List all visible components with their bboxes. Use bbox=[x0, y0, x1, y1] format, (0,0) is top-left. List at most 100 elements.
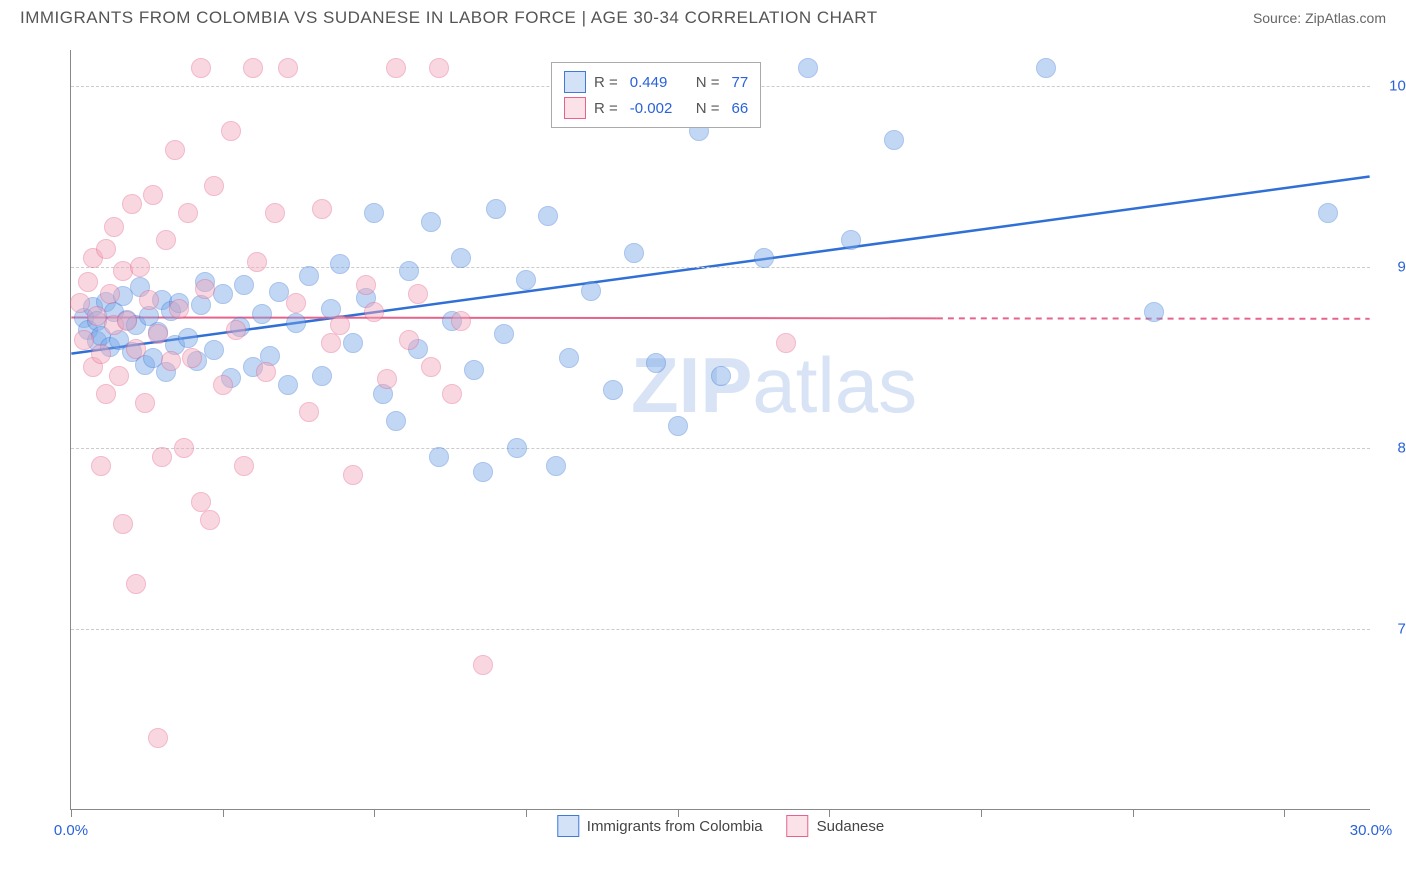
data-point bbox=[646, 353, 666, 373]
data-point bbox=[234, 456, 254, 476]
data-point bbox=[386, 58, 406, 78]
data-point bbox=[117, 311, 137, 331]
legend-n-value: 66 bbox=[732, 100, 749, 117]
grid-line bbox=[71, 448, 1370, 449]
chart-source: Source: ZipAtlas.com bbox=[1253, 10, 1386, 26]
data-point bbox=[148, 728, 168, 748]
legend-item: Sudanese bbox=[787, 815, 885, 837]
data-point bbox=[356, 275, 376, 295]
data-point bbox=[1036, 58, 1056, 78]
data-point bbox=[364, 302, 384, 322]
data-point bbox=[343, 333, 363, 353]
data-point bbox=[330, 254, 350, 274]
data-point bbox=[516, 270, 536, 290]
data-point bbox=[451, 248, 471, 268]
data-point bbox=[161, 351, 181, 371]
data-point bbox=[421, 212, 441, 232]
data-point bbox=[256, 362, 276, 382]
data-point bbox=[494, 324, 514, 344]
data-point bbox=[152, 447, 172, 467]
data-point bbox=[299, 266, 319, 286]
x-tick bbox=[1284, 809, 1285, 817]
x-tick bbox=[71, 809, 72, 817]
data-point bbox=[603, 380, 623, 400]
chart-title: IMMIGRANTS FROM COLOMBIA VS SUDANESE IN … bbox=[20, 8, 878, 28]
data-point bbox=[624, 243, 644, 263]
data-point bbox=[581, 281, 601, 301]
data-point bbox=[442, 384, 462, 404]
data-point bbox=[91, 456, 111, 476]
data-point bbox=[1318, 203, 1338, 223]
x-tick bbox=[1133, 809, 1134, 817]
x-tick-label: 30.0% bbox=[1350, 822, 1393, 839]
data-point bbox=[330, 315, 350, 335]
grid-line bbox=[71, 267, 1370, 268]
legend-r-value: 0.449 bbox=[630, 74, 688, 91]
data-point bbox=[711, 366, 731, 386]
data-point bbox=[546, 456, 566, 476]
data-point bbox=[156, 230, 176, 250]
data-point bbox=[178, 203, 198, 223]
data-point bbox=[486, 199, 506, 219]
data-point bbox=[234, 275, 254, 295]
data-point bbox=[135, 393, 155, 413]
y-tick-label: 90.0% bbox=[1380, 259, 1406, 276]
data-point bbox=[451, 311, 471, 331]
data-point bbox=[464, 360, 484, 380]
data-point bbox=[243, 58, 263, 78]
data-point bbox=[182, 348, 202, 368]
x-tick bbox=[526, 809, 527, 817]
trend-lines bbox=[71, 50, 1370, 809]
data-point bbox=[507, 438, 527, 458]
legend-r-label: R = bbox=[594, 74, 618, 91]
legend-swatch bbox=[564, 97, 586, 119]
data-point bbox=[91, 344, 111, 364]
data-point bbox=[278, 58, 298, 78]
data-point bbox=[78, 272, 98, 292]
data-point bbox=[96, 239, 116, 259]
data-point bbox=[429, 58, 449, 78]
y-tick-label: 80.0% bbox=[1380, 440, 1406, 457]
data-point bbox=[130, 257, 150, 277]
correlation-legend: R =0.449N =77R =-0.002N =66 bbox=[551, 62, 761, 128]
data-point bbox=[538, 206, 558, 226]
x-tick bbox=[374, 809, 375, 817]
data-point bbox=[100, 284, 120, 304]
data-point bbox=[321, 333, 341, 353]
data-point bbox=[126, 574, 146, 594]
data-point bbox=[668, 416, 688, 436]
data-point bbox=[884, 130, 904, 150]
data-point bbox=[226, 320, 246, 340]
legend-n-value: 77 bbox=[732, 74, 749, 91]
legend-n-label: N = bbox=[696, 74, 720, 91]
grid-line bbox=[71, 629, 1370, 630]
data-point bbox=[399, 261, 419, 281]
data-point bbox=[841, 230, 861, 250]
data-point bbox=[364, 203, 384, 223]
legend-r-value: -0.002 bbox=[630, 100, 688, 117]
y-tick-label: 70.0% bbox=[1380, 621, 1406, 638]
data-point bbox=[191, 58, 211, 78]
data-point bbox=[109, 366, 129, 386]
data-point bbox=[169, 299, 189, 319]
data-point bbox=[343, 465, 363, 485]
x-tick bbox=[981, 809, 982, 817]
x-tick-label: 0.0% bbox=[54, 822, 88, 839]
data-point bbox=[96, 384, 116, 404]
data-point bbox=[139, 290, 159, 310]
data-point bbox=[178, 328, 198, 348]
legend-item-label: Immigrants from Colombia bbox=[587, 818, 763, 835]
data-point bbox=[278, 375, 298, 395]
data-point bbox=[265, 203, 285, 223]
series-legend: Immigrants from Colombia Sudanese bbox=[557, 815, 884, 837]
data-point bbox=[473, 655, 493, 675]
legend-r-label: R = bbox=[594, 100, 618, 117]
data-point bbox=[473, 462, 493, 482]
data-point bbox=[429, 447, 449, 467]
data-point bbox=[221, 121, 241, 141]
data-point bbox=[200, 510, 220, 530]
data-point bbox=[104, 217, 124, 237]
data-point bbox=[74, 330, 94, 350]
data-point bbox=[312, 199, 332, 219]
data-point bbox=[399, 330, 419, 350]
